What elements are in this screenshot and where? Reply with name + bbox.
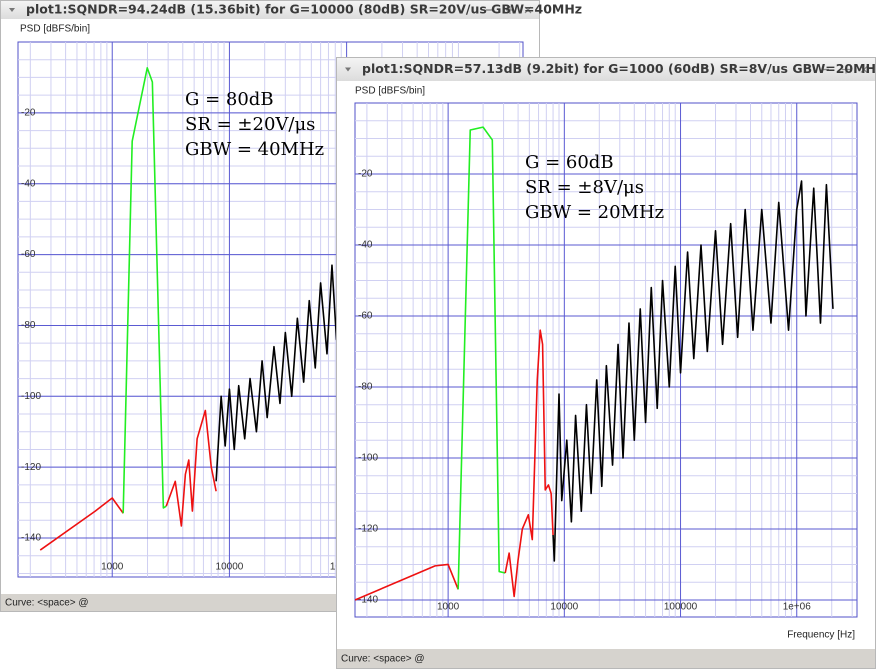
- x-tick-label: 1000: [437, 602, 460, 613]
- curve: [457, 126, 506, 590]
- title-bar: [337, 58, 875, 81]
- maximize-button[interactable]: [842, 65, 850, 74]
- status-bar: [337, 649, 875, 668]
- y-tick-label: -60: [21, 249, 36, 260]
- curve: [122, 67, 167, 514]
- y-axis-label: PSD [dBFS/bin]: [355, 86, 425, 97]
- y-tick-label: -100: [21, 391, 41, 402]
- maximize-button[interactable]: [506, 6, 514, 14]
- plot-area: [354, 102, 858, 618]
- y-tick-label: -40: [358, 240, 373, 251]
- window-title: plot1:SQNDR=57.13dB (9.2bit) for G=1000 …: [362, 61, 876, 76]
- close-button[interactable]: [860, 66, 868, 73]
- curve: [355, 563, 459, 601]
- annotation: SR = ±8V/μs: [525, 177, 644, 198]
- status-text: Curve: <space> @: [341, 654, 425, 665]
- y-tick-label: -140: [21, 533, 41, 544]
- y-tick-label: -60: [358, 311, 373, 322]
- y-tick-label: -120: [358, 524, 378, 535]
- x-tick-label: 10000: [550, 602, 578, 613]
- y-tick-label: -40: [21, 178, 36, 189]
- y-tick-label: -80: [358, 382, 373, 393]
- x-tick-label: 10000: [216, 562, 244, 573]
- curve: [39, 497, 124, 551]
- annotation: SR = ±20V/μs: [185, 114, 315, 135]
- menu-button[interactable]: [345, 67, 351, 72]
- y-tick-label: -20: [21, 108, 36, 119]
- menu-button[interactable]: [9, 8, 15, 12]
- x-tick-label: 100000: [664, 602, 698, 613]
- annotation: G = 60dB: [525, 152, 614, 173]
- close-button[interactable]: [524, 6, 532, 14]
- plot: 1000 10000 100000 1e+06 -20 -40 -60 -80 -100 -120…: [355, 103, 857, 617]
- y-tick-label: -140: [358, 595, 378, 606]
- y-tick-label: -120: [21, 462, 41, 473]
- curve: [215, 254, 343, 482]
- y-tick-label: -20: [358, 169, 373, 180]
- curve: [504, 329, 554, 598]
- y-tick-label: -80: [21, 320, 36, 331]
- x-axis-label: Frequency [Hz]: [787, 630, 855, 641]
- window-title: plot1:SQNDR=94.24dB (15.36bit) for G=100…: [26, 2, 582, 17]
- status-text: Curve: <space> @: [5, 598, 89, 609]
- y-tick-label: -100: [358, 453, 378, 464]
- annotation: GBW = 40MHz: [185, 139, 324, 160]
- title-bar: [1, 1, 539, 19]
- y-axis-label: PSD [dBFS/bin]: [20, 24, 90, 35]
- annotation: GBW = 20MHz: [525, 202, 664, 223]
- x-tick-label: 1e+06: [783, 602, 812, 613]
- curve: [552, 180, 834, 562]
- annotation: G = 80dB: [185, 89, 274, 110]
- curve: [165, 409, 217, 527]
- window: plot1:SQNDR=57.13dB (9.2bit) for G=1000 …: [336, 57, 876, 669]
- x-tick-label: 1000: [101, 562, 124, 573]
